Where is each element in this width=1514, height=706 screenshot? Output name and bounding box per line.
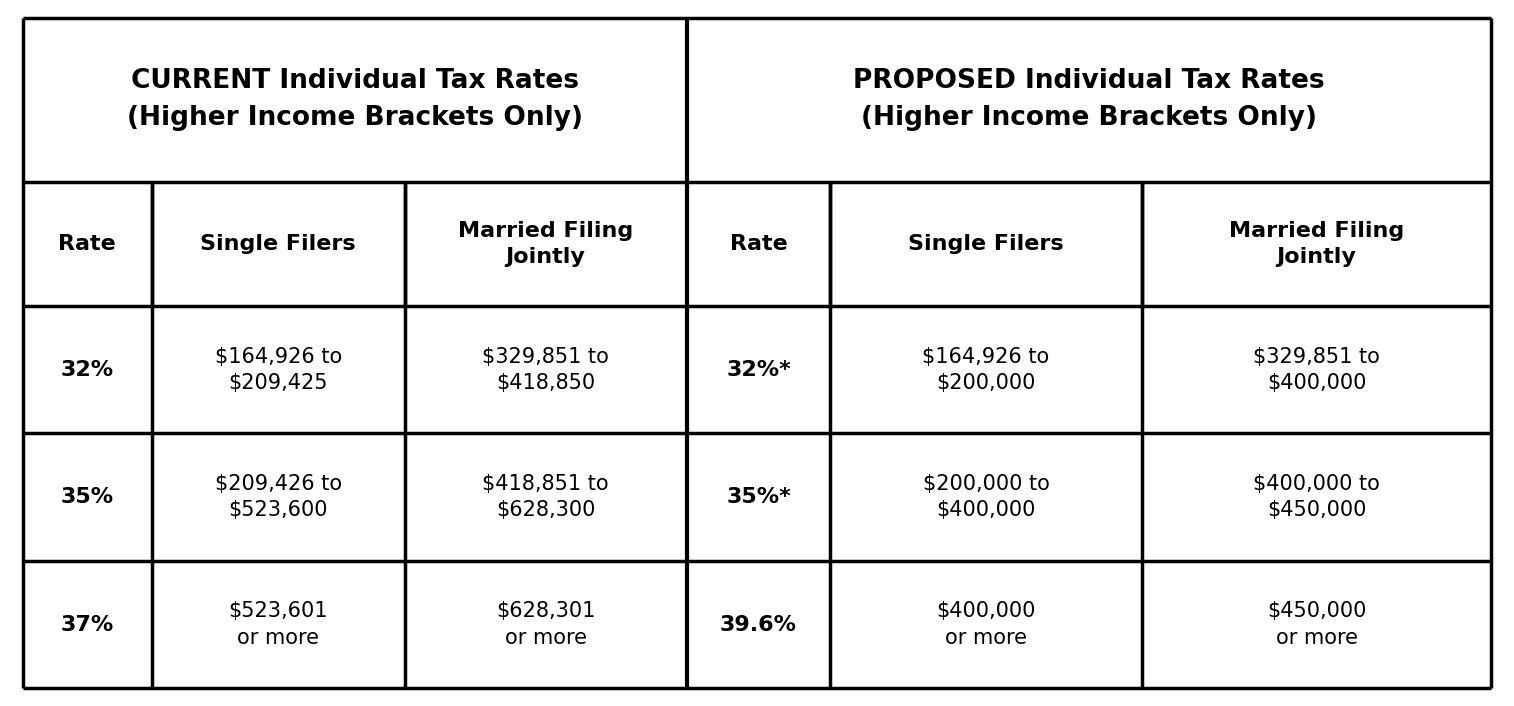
Text: Rate: Rate: [59, 234, 117, 254]
Text: 32%: 32%: [61, 360, 114, 380]
Text: Single Filers: Single Filers: [908, 234, 1064, 254]
Text: PROPOSED Individual Tax Rates
(Higher Income Brackets Only): PROPOSED Individual Tax Rates (Higher In…: [852, 68, 1325, 131]
Text: $418,851 to
$628,300: $418,851 to $628,300: [483, 474, 609, 520]
Text: $329,851 to
$418,850: $329,851 to $418,850: [481, 347, 609, 393]
Text: $164,926 to
$209,425: $164,926 to $209,425: [215, 347, 342, 393]
Text: $450,000
or more: $450,000 or more: [1267, 602, 1366, 648]
Text: Single Filers: Single Filers: [200, 234, 356, 254]
Text: $628,301
or more: $628,301 or more: [497, 602, 595, 648]
Text: $200,000 to
$400,000: $200,000 to $400,000: [922, 474, 1049, 520]
Text: 39.6%: 39.6%: [721, 615, 796, 635]
Text: $329,851 to
$400,000: $329,851 to $400,000: [1254, 347, 1379, 393]
Text: 37%: 37%: [61, 615, 114, 635]
Text: 35%: 35%: [61, 487, 114, 507]
Text: Married Filing
Jointly: Married Filing Jointly: [457, 221, 633, 267]
Text: $209,426 to
$523,600: $209,426 to $523,600: [215, 474, 342, 520]
Text: Rate: Rate: [730, 234, 787, 254]
Text: Married Filing
Jointly: Married Filing Jointly: [1229, 221, 1403, 267]
Text: $164,926 to
$200,000: $164,926 to $200,000: [922, 347, 1049, 393]
Text: 35%*: 35%*: [727, 487, 790, 507]
Text: CURRENT Individual Tax Rates
(Higher Income Brackets Only): CURRENT Individual Tax Rates (Higher Inc…: [127, 68, 583, 131]
Text: $523,601
or more: $523,601 or more: [229, 602, 329, 648]
Text: $400,000 to
$450,000: $400,000 to $450,000: [1254, 474, 1379, 520]
Text: 32%*: 32%*: [727, 360, 790, 380]
Text: $400,000
or more: $400,000 or more: [937, 602, 1036, 648]
